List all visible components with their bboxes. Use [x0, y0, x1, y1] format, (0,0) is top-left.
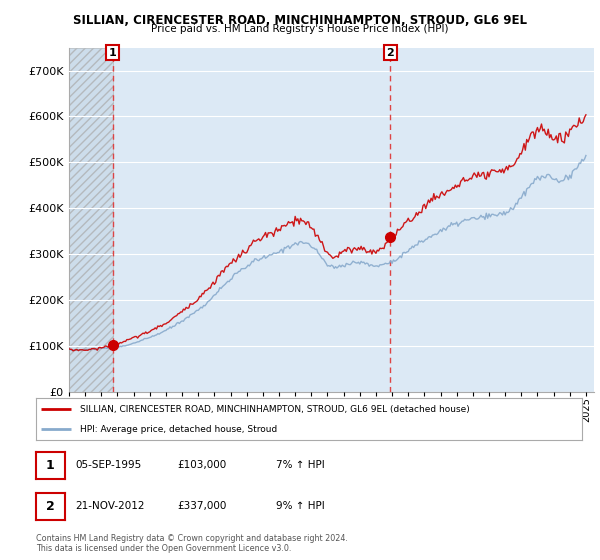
- Text: 21-NOV-2012: 21-NOV-2012: [75, 501, 145, 511]
- Text: 9% ↑ HPI: 9% ↑ HPI: [276, 501, 325, 511]
- Text: This data is licensed under the Open Government Licence v3.0.: This data is licensed under the Open Gov…: [36, 544, 292, 553]
- Text: 2: 2: [46, 500, 55, 513]
- Text: SILLIAN, CIRENCESTER ROAD, MINCHINHAMPTON, STROUD, GL6 9EL (detached house): SILLIAN, CIRENCESTER ROAD, MINCHINHAMPTO…: [80, 405, 469, 414]
- Text: SILLIAN, CIRENCESTER ROAD, MINCHINHAMPTON, STROUD, GL6 9EL: SILLIAN, CIRENCESTER ROAD, MINCHINHAMPTO…: [73, 14, 527, 27]
- Text: 1: 1: [109, 48, 116, 58]
- Text: 05-SEP-1995: 05-SEP-1995: [75, 460, 141, 470]
- Text: Price paid vs. HM Land Registry's House Price Index (HPI): Price paid vs. HM Land Registry's House …: [151, 24, 449, 34]
- Text: £337,000: £337,000: [177, 501, 226, 511]
- Text: HPI: Average price, detached house, Stroud: HPI: Average price, detached house, Stro…: [80, 424, 277, 433]
- Text: Contains HM Land Registry data © Crown copyright and database right 2024.: Contains HM Land Registry data © Crown c…: [36, 534, 348, 543]
- Bar: [69, 48, 113, 392]
- Text: £103,000: £103,000: [177, 460, 226, 470]
- Text: 1: 1: [46, 459, 55, 472]
- Text: 7% ↑ HPI: 7% ↑ HPI: [276, 460, 325, 470]
- Text: 2: 2: [386, 48, 394, 58]
